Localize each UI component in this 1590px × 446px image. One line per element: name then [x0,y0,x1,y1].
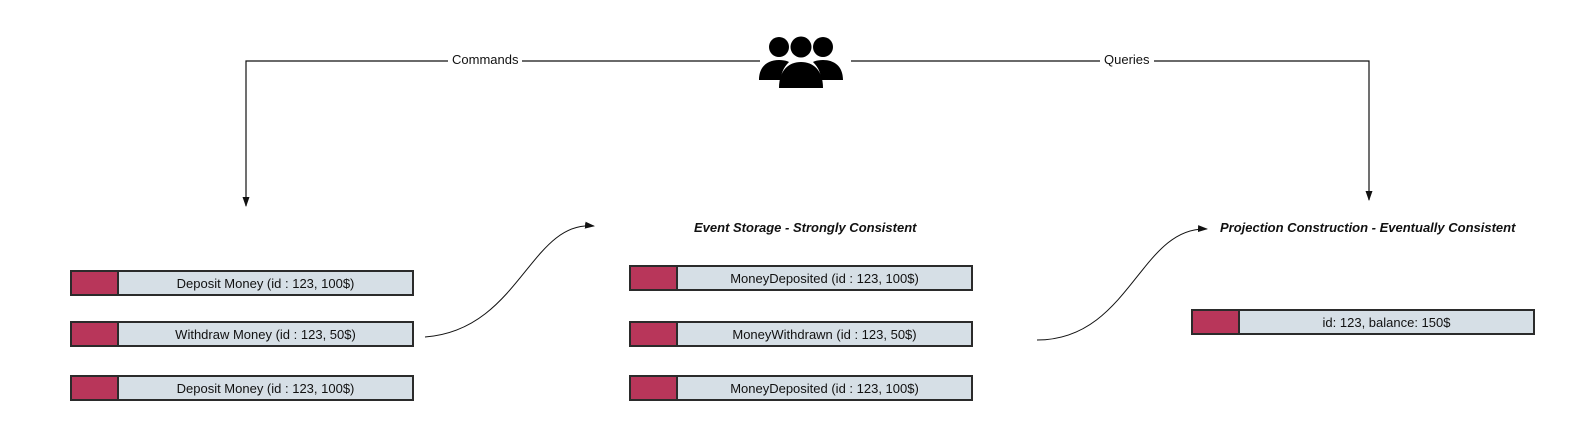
projection-title: Projection Construction - Eventually Con… [1220,220,1516,235]
queries-label: Queries [1100,52,1154,68]
projection-swatch [1193,311,1240,333]
event-label: MoneyWithdrawn (id : 123, 50$) [732,326,917,342]
command-label: Deposit Money (id : 123, 100$) [176,275,355,291]
event-swatch [631,323,678,345]
event-label: MoneyDeposited (id : 123, 100$) [730,270,919,286]
projection-label: id: 123, balance: 150$ [1322,314,1451,330]
command-block: Deposit Money (id : 123, 100$) [70,375,414,401]
command-label: Deposit Money (id : 123, 100$) [176,380,355,396]
event-label: MoneyDeposited (id : 123, 100$) [730,380,919,396]
event-swatch [631,377,678,399]
projection-block: id: 123, balance: 150$ [1191,309,1535,335]
queries-connector [851,60,1373,201]
event-storage-title: Event Storage - Strongly Consistent [694,220,917,235]
event-swatch [631,267,678,289]
event-block: MoneyWithdrawn (id : 123, 50$) [629,321,973,347]
event-block: MoneyDeposited (id : 123, 100$) [629,375,973,401]
commands-label: Commands [448,52,523,68]
users-group-icon [759,36,843,88]
command-block: Deposit Money (id : 123, 100$) [70,270,414,296]
command-to-event-flow [424,221,595,338]
command-label: Withdraw Money (id : 123, 50$) [175,326,356,342]
commands-connector [242,60,760,207]
command-block: Withdraw Money (id : 123, 50$) [70,321,414,347]
command-swatch [72,323,119,345]
command-swatch [72,272,119,294]
event-block: MoneyDeposited (id : 123, 100$) [629,265,973,291]
event-to-projection-flow [1036,225,1208,341]
command-swatch [72,377,119,399]
